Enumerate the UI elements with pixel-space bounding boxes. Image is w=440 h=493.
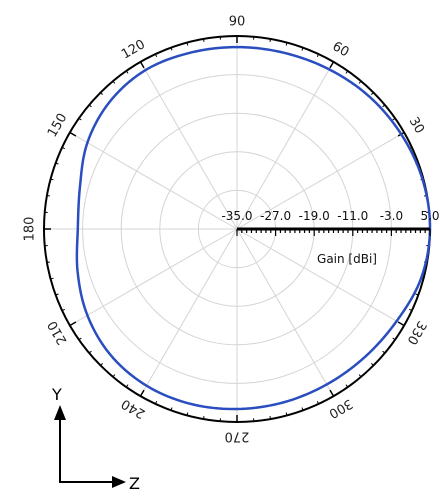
radial-tick-label: 5.0 xyxy=(420,209,439,223)
grid-spoke xyxy=(237,229,404,326)
angle-label: 0 xyxy=(437,225,440,233)
angle-tick xyxy=(126,385,128,387)
grid-spoke xyxy=(141,229,238,396)
angle-tick xyxy=(79,338,81,340)
angle-tick xyxy=(203,39,204,42)
angle-tick xyxy=(141,390,145,396)
angle-tick xyxy=(203,416,204,419)
radial-tick-label: -11.0 xyxy=(337,209,368,223)
angle-tick xyxy=(346,385,348,387)
radial-axis: -35.0 -27.0 -19.0 -11.0 -3.0 5.0 Gain [dBi] xyxy=(221,209,439,266)
angle-label: 330 xyxy=(404,318,429,347)
grid-spoke xyxy=(237,62,334,229)
angle-tick xyxy=(47,195,50,196)
angle-label: 120 xyxy=(119,37,148,62)
radial-axis-title: Gain [dBi] xyxy=(317,252,377,266)
grid-spoke xyxy=(70,229,237,326)
radial-tick-label: -35.0 xyxy=(221,209,252,223)
angle-label: 150 xyxy=(45,111,70,140)
angle-tick xyxy=(330,390,334,396)
angle-tick xyxy=(270,416,271,419)
angle-label: 270 xyxy=(225,429,250,444)
angle-tick xyxy=(70,133,76,137)
z-axis-arrow-head xyxy=(112,476,126,488)
angle-tick xyxy=(141,62,145,68)
angle-tick xyxy=(270,39,271,42)
y-axis-letter: Y xyxy=(51,385,62,404)
angle-label: 60 xyxy=(330,39,352,60)
angle-tick xyxy=(393,338,395,340)
angle-tick xyxy=(398,322,404,326)
radial-tick-label: -3.0 xyxy=(380,209,403,223)
angle-tick xyxy=(393,118,395,120)
angle-label: 210 xyxy=(45,318,70,347)
angle-tick xyxy=(330,62,334,68)
grid-spoke xyxy=(141,62,238,229)
angle-tick xyxy=(346,71,348,73)
angle-tick xyxy=(79,118,81,120)
radial-tick-label: -27.0 xyxy=(260,209,291,223)
angle-label: 30 xyxy=(406,115,427,137)
z-axis-letter: Z xyxy=(129,474,140,493)
angle-tick xyxy=(126,71,128,73)
radial-tick-label: -19.0 xyxy=(299,209,330,223)
angle-tick xyxy=(47,262,50,263)
angle-tick xyxy=(70,322,76,326)
angle-label: 180 xyxy=(23,217,38,242)
y-axis-arrow-head xyxy=(54,405,66,420)
angle-label: 300 xyxy=(326,396,355,421)
grid-spoke xyxy=(70,133,237,230)
angle-label: 90 xyxy=(229,15,246,30)
angle-label: 240 xyxy=(119,396,148,421)
